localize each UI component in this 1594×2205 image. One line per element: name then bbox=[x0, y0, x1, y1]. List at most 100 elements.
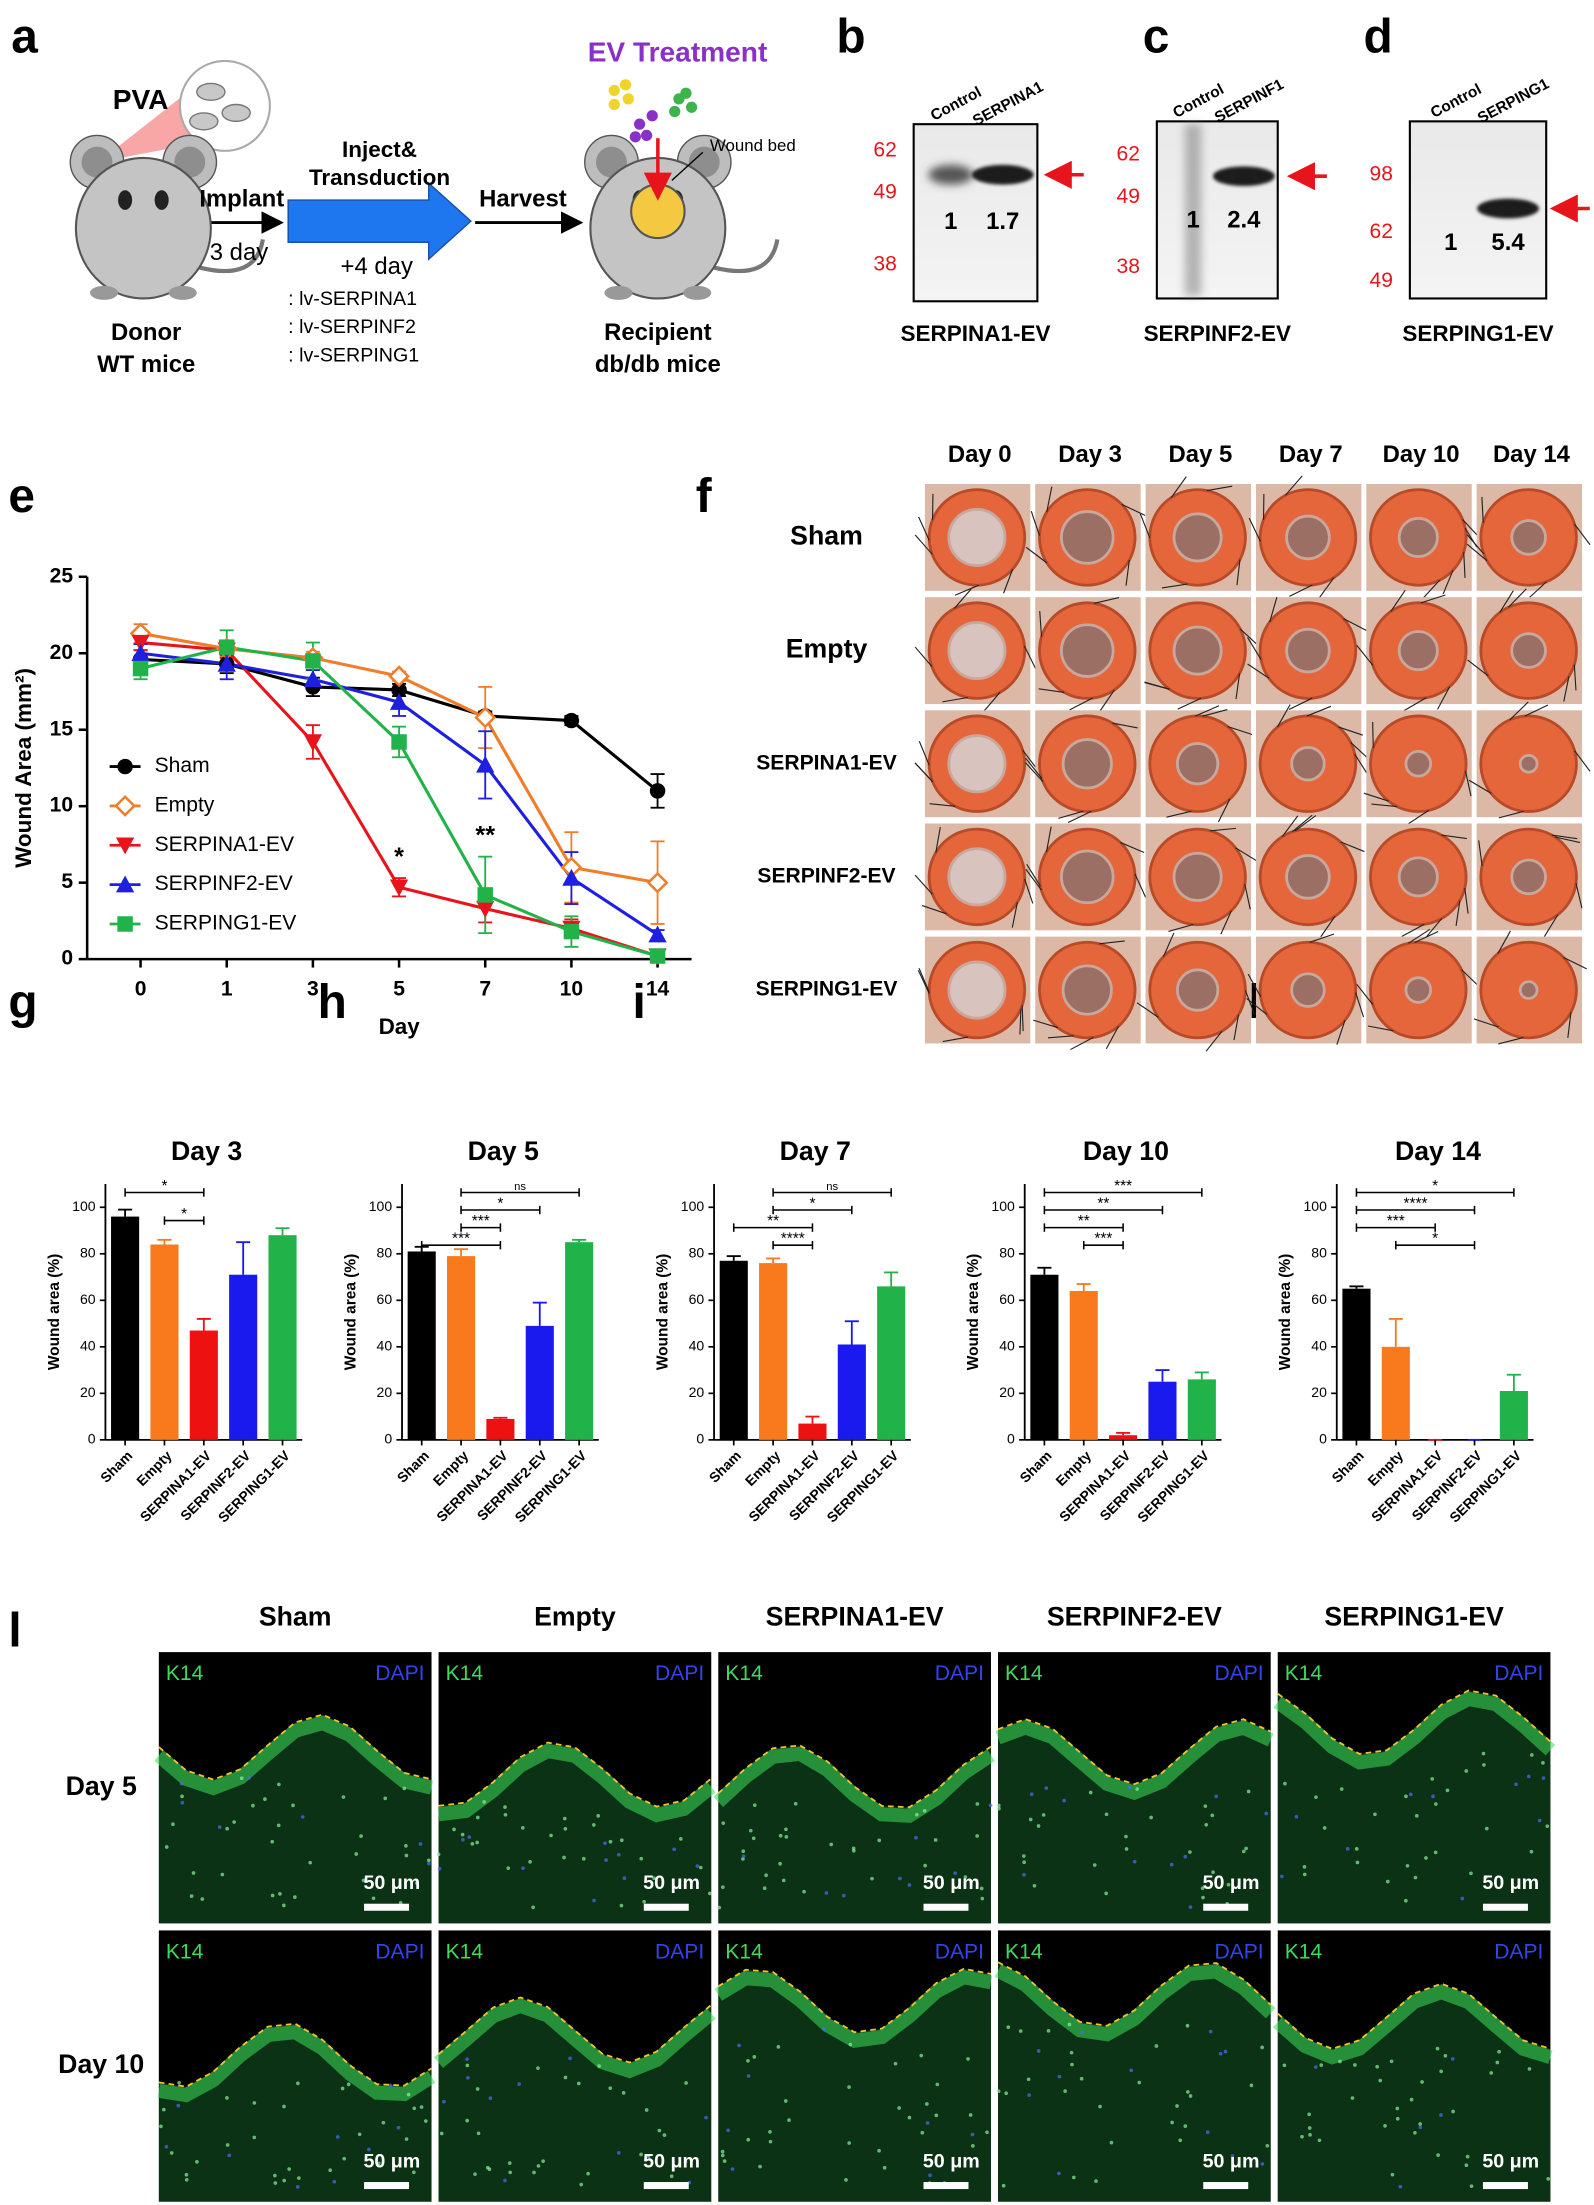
nucleus bbox=[1481, 1751, 1486, 1756]
suture bbox=[1468, 779, 1492, 794]
suture bbox=[1497, 930, 1511, 954]
error-bar bbox=[1116, 1431, 1131, 1436]
nucleus bbox=[412, 2170, 416, 2175]
panel-letter: e bbox=[8, 470, 35, 523]
nucleus bbox=[847, 2085, 851, 2089]
marker-label: 98 bbox=[1370, 162, 1393, 185]
tissue bbox=[438, 1742, 712, 1924]
wound-photo bbox=[1144, 597, 1260, 710]
nucleus bbox=[367, 2147, 371, 2152]
error-bar bbox=[236, 1241, 251, 1275]
nucleus bbox=[423, 2119, 428, 2123]
scale-bar-label: 50 μm bbox=[1203, 2151, 1260, 2173]
suture bbox=[1319, 915, 1336, 938]
chart-title: Day 14 bbox=[1395, 1136, 1481, 1166]
nucleus bbox=[1460, 1896, 1465, 1901]
y-axis-label: Wound Area (mm²) bbox=[11, 668, 36, 868]
nucleus bbox=[273, 2181, 278, 2185]
nucleus bbox=[847, 2141, 851, 2145]
boundary bbox=[717, 1744, 992, 1809]
nucleus bbox=[1497, 2049, 1501, 2054]
quantification: 1 bbox=[1444, 229, 1457, 256]
nucleus bbox=[1350, 2096, 1355, 2100]
marker-label: 38 bbox=[1117, 255, 1140, 278]
y-tick-label: 20 bbox=[1311, 1384, 1327, 1400]
nucleus bbox=[381, 2120, 386, 2125]
splint-ring bbox=[1369, 601, 1468, 700]
suture bbox=[1134, 873, 1147, 898]
nucleus bbox=[1317, 2138, 1322, 2143]
suture bbox=[1408, 928, 1431, 944]
mouse-tail bbox=[713, 239, 780, 274]
row-label: Day 10 bbox=[58, 2049, 144, 2079]
blot-title: SERPINF2-EV bbox=[1144, 321, 1291, 346]
column-header: Empty bbox=[534, 1601, 616, 1631]
epithelium bbox=[1273, 1984, 1553, 2065]
row-label: SERPINF2-EV bbox=[757, 864, 895, 887]
epithelium bbox=[995, 1720, 1274, 1801]
nucleus bbox=[963, 1875, 968, 1879]
nucleus bbox=[340, 2086, 345, 2091]
nucleus bbox=[592, 1823, 596, 1827]
suture bbox=[1011, 902, 1018, 928]
nucleus bbox=[644, 2108, 649, 2112]
suture bbox=[1363, 792, 1389, 802]
nucleus bbox=[1418, 2125, 1423, 2130]
label: Wound bed bbox=[710, 136, 796, 155]
nucleus bbox=[1094, 2179, 1098, 2183]
wound-photo bbox=[1025, 484, 1146, 591]
suture bbox=[1509, 701, 1529, 721]
significance-label: * bbox=[1432, 1231, 1438, 1248]
nucleus bbox=[549, 1833, 553, 1838]
nucleus bbox=[467, 1835, 472, 1839]
nucleus bbox=[1529, 1849, 1534, 1854]
panel-letter: g bbox=[8, 976, 37, 1029]
epithelium bbox=[157, 2024, 436, 2103]
significance-label: ** bbox=[1078, 1213, 1090, 1230]
suture bbox=[1038, 688, 1065, 693]
nucleus bbox=[1439, 2069, 1443, 2074]
nucleus bbox=[1044, 1786, 1049, 1790]
x-tick-label: SERPING1-EV bbox=[215, 1447, 294, 1526]
nucleus bbox=[461, 1837, 465, 1842]
splint-ring bbox=[1038, 827, 1137, 927]
suture bbox=[1021, 1005, 1024, 1032]
suture bbox=[1099, 940, 1125, 945]
suture bbox=[1338, 726, 1363, 736]
significance-label: * bbox=[809, 1195, 815, 1212]
suture bbox=[1047, 1035, 1074, 1039]
nucleus bbox=[164, 1845, 169, 1849]
label: 3 day bbox=[210, 239, 268, 266]
marker bbox=[646, 871, 669, 894]
suture bbox=[1543, 914, 1559, 938]
suture bbox=[1168, 923, 1194, 933]
nucleus bbox=[252, 2135, 257, 2140]
significance-bracket bbox=[460, 1188, 580, 1197]
bar bbox=[229, 1274, 258, 1440]
error-bar bbox=[884, 1271, 899, 1287]
x-tick-label: 14 bbox=[646, 978, 670, 1001]
nucleus bbox=[1022, 1872, 1026, 1877]
legend-label: SERPINA1-EV bbox=[155, 833, 294, 856]
nucleus bbox=[412, 2106, 417, 2111]
wound bbox=[1397, 516, 1439, 558]
micrograph bbox=[436, 1652, 716, 1924]
suture bbox=[1220, 910, 1232, 935]
nucleus bbox=[829, 1842, 834, 1847]
nucleus bbox=[966, 2057, 970, 2061]
nucleus bbox=[953, 1871, 958, 1876]
nucleus bbox=[778, 1833, 783, 1838]
significance-bracket bbox=[1043, 1188, 1203, 1197]
nucleus bbox=[1355, 1860, 1360, 1865]
error-bar bbox=[726, 1255, 741, 1261]
significance-bracket bbox=[1355, 1223, 1436, 1232]
nucleus bbox=[996, 2089, 1001, 2094]
nucleus bbox=[979, 1886, 984, 1891]
suture bbox=[1390, 589, 1406, 612]
nucleus bbox=[802, 1889, 806, 1894]
nucleus bbox=[975, 1834, 979, 1838]
wound bbox=[1172, 512, 1223, 563]
suture bbox=[1248, 517, 1261, 542]
pva-disk bbox=[221, 103, 251, 123]
